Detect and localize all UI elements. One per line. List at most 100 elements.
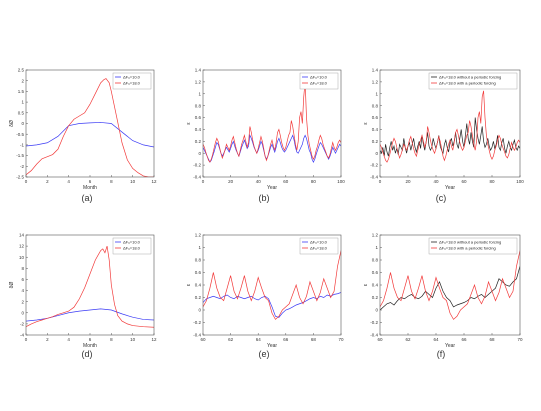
x-tick-label: 12 <box>151 337 157 342</box>
x-tick-label: 6 <box>89 337 92 342</box>
x-tick-label: 2 <box>46 337 49 342</box>
x-tick-label: 0 <box>25 179 28 184</box>
y-tick-label: -2 <box>20 164 24 169</box>
series-line-1 <box>203 81 341 163</box>
panel-label-f: (f) <box>436 349 446 359</box>
legend-entry: ΔF₀=18.0 with a periodic forcing <box>439 246 496 251</box>
panel-label-b: (b) <box>258 193 270 203</box>
x-tick-label: 80 <box>489 179 495 184</box>
legend-entry: ΔF₀=10.0 <box>310 75 328 80</box>
y-axis-label: δØ <box>9 120 15 127</box>
x-axis-label: Month <box>83 343 97 349</box>
chart-panel-4: 60 62 64 66 68 70 -0.4 -0.2 0 0.2 0.4 0.6 0.8 1 1.2 Yea… <box>186 233 344 349</box>
series-line-1 <box>26 246 154 328</box>
y-tick-label: 0.6 <box>372 115 379 120</box>
y-tick-label: 0.6 <box>195 270 202 275</box>
y-tick-label: 0.6 <box>195 115 202 120</box>
x-tick-label: 6 <box>89 179 92 184</box>
series-line-1 <box>26 78 154 177</box>
y-tick-label: 0.2 <box>195 139 202 144</box>
y-tick-label: 1.2 <box>372 233 379 238</box>
y-tick-label: 2 <box>21 78 24 83</box>
x-tick-label: 2 <box>46 179 49 184</box>
y-tick-label: 1.5 <box>18 89 25 94</box>
legend-entry: ΔF₀=10.0 <box>123 240 141 245</box>
y-tick-label: -1 <box>20 143 24 148</box>
y-tick-label: 4 <box>21 288 24 293</box>
y-tick-label: -0.2 <box>193 320 201 325</box>
y-tick-label: 0.2 <box>195 295 202 300</box>
legend-box <box>428 72 518 90</box>
panel-label-c: (c) <box>435 193 447 203</box>
x-tick-label: 60 <box>200 337 206 342</box>
legend-box <box>299 72 339 90</box>
y-axis-label: δØ <box>9 282 15 289</box>
legend-box <box>112 237 152 255</box>
axes-box <box>202 69 342 178</box>
chart-panel-3: 0 2 4 6 8 10 12 -4 -2 0 2 4 6 8 10 12 14 Month δØ ΔF₀=10.0Δ… <box>9 233 157 349</box>
y-tick-label: 1 <box>375 245 378 250</box>
x-tick-label: 70 <box>338 337 344 342</box>
y-tick-label: 2.5 <box>18 68 25 73</box>
y-tick-label: 0 <box>21 121 24 126</box>
x-tick-label: 62 <box>405 337 411 342</box>
x-axis-label: Year <box>267 185 277 191</box>
y-tick-label: 0.4 <box>372 127 379 132</box>
x-tick-label: 0 <box>379 179 382 184</box>
y-tick-label: -0.4 <box>370 175 378 180</box>
legend-box <box>299 237 339 255</box>
series-line-0 <box>380 266 520 311</box>
y-tick-label: -0.5 <box>16 132 24 137</box>
y-tick-label: 1 <box>198 91 201 96</box>
x-tick-label: 66 <box>283 337 289 342</box>
y-axis-label: ε <box>363 283 369 286</box>
y-tick-label: -0.2 <box>370 320 378 325</box>
y-tick-label: -0.4 <box>193 333 201 338</box>
y-tick-label: 1 <box>21 100 24 105</box>
y-tick-label: 8 <box>21 266 24 271</box>
chart-panel-5: 60 62 64 66 68 70 -0.4 -0.2 0 0.2 0.4 0.6 0.8 1 1.2 Yea… <box>363 233 523 349</box>
x-tick-label: 66 <box>461 337 467 342</box>
y-tick-label: 0 <box>375 308 378 313</box>
x-axis-label: Year <box>267 343 277 349</box>
legend-entry: ΔF₀=18.0 <box>123 81 141 86</box>
x-tick-label: 100 <box>516 179 524 184</box>
x-tick-label: 70 <box>517 337 523 342</box>
y-tick-label: 1.2 <box>195 233 202 238</box>
x-axis-label: Year <box>445 185 455 191</box>
panel-label-d: (d) <box>81 349 93 359</box>
x-tick-label: 100 <box>337 179 345 184</box>
x-tick-label: 4 <box>67 337 70 342</box>
x-tick-label: 60 <box>461 179 467 184</box>
x-tick-label: 0 <box>202 179 205 184</box>
y-tick-label: 2 <box>21 299 24 304</box>
legend-entry: ΔF₀=18.0 <box>123 246 141 251</box>
y-axis-label: ε <box>186 283 192 286</box>
y-axis-label: ε <box>186 122 192 125</box>
x-tick-label: 40 <box>256 179 262 184</box>
legend-entry: ΔF₀=10.0 <box>310 240 328 245</box>
y-tick-label: 0.5 <box>18 110 25 115</box>
y-tick-label: -0.4 <box>370 333 378 338</box>
x-tick-label: 40 <box>433 179 439 184</box>
y-tick-label: 0.4 <box>372 283 379 288</box>
x-tick-label: 62 <box>228 337 234 342</box>
panel-label-e: (e) <box>258 349 270 359</box>
panel-label-a: (a) <box>81 193 93 203</box>
y-tick-label: 0.4 <box>195 283 202 288</box>
x-tick-label: 8 <box>110 179 113 184</box>
y-tick-label: 0.8 <box>195 103 202 108</box>
series-line-0 <box>203 134 341 163</box>
y-tick-label: -4 <box>20 333 24 338</box>
chart-panel-1: 0 20 40 60 80 100 -0.4 -0.2 0 0.2 0.4 0.6 0.8 1 1.2 1.4… <box>186 68 345 191</box>
legend-entry: ΔF₀=18.0 <box>310 246 328 251</box>
y-tick-label: 1.4 <box>195 68 202 73</box>
x-tick-label: 80 <box>311 179 317 184</box>
y-axis-label: ε <box>363 122 369 125</box>
y-tick-label: 1.4 <box>372 68 379 73</box>
legend-box <box>428 237 518 255</box>
chart-panel-0: 0 2 4 6 8 10 12 -2.5 -2 -1.5 -1 -0.5 0 0.5 1 1.5 2 2.5 Mon… <box>9 68 157 191</box>
y-tick-label: -2.5 <box>16 175 24 180</box>
y-tick-label: 1 <box>198 245 201 250</box>
